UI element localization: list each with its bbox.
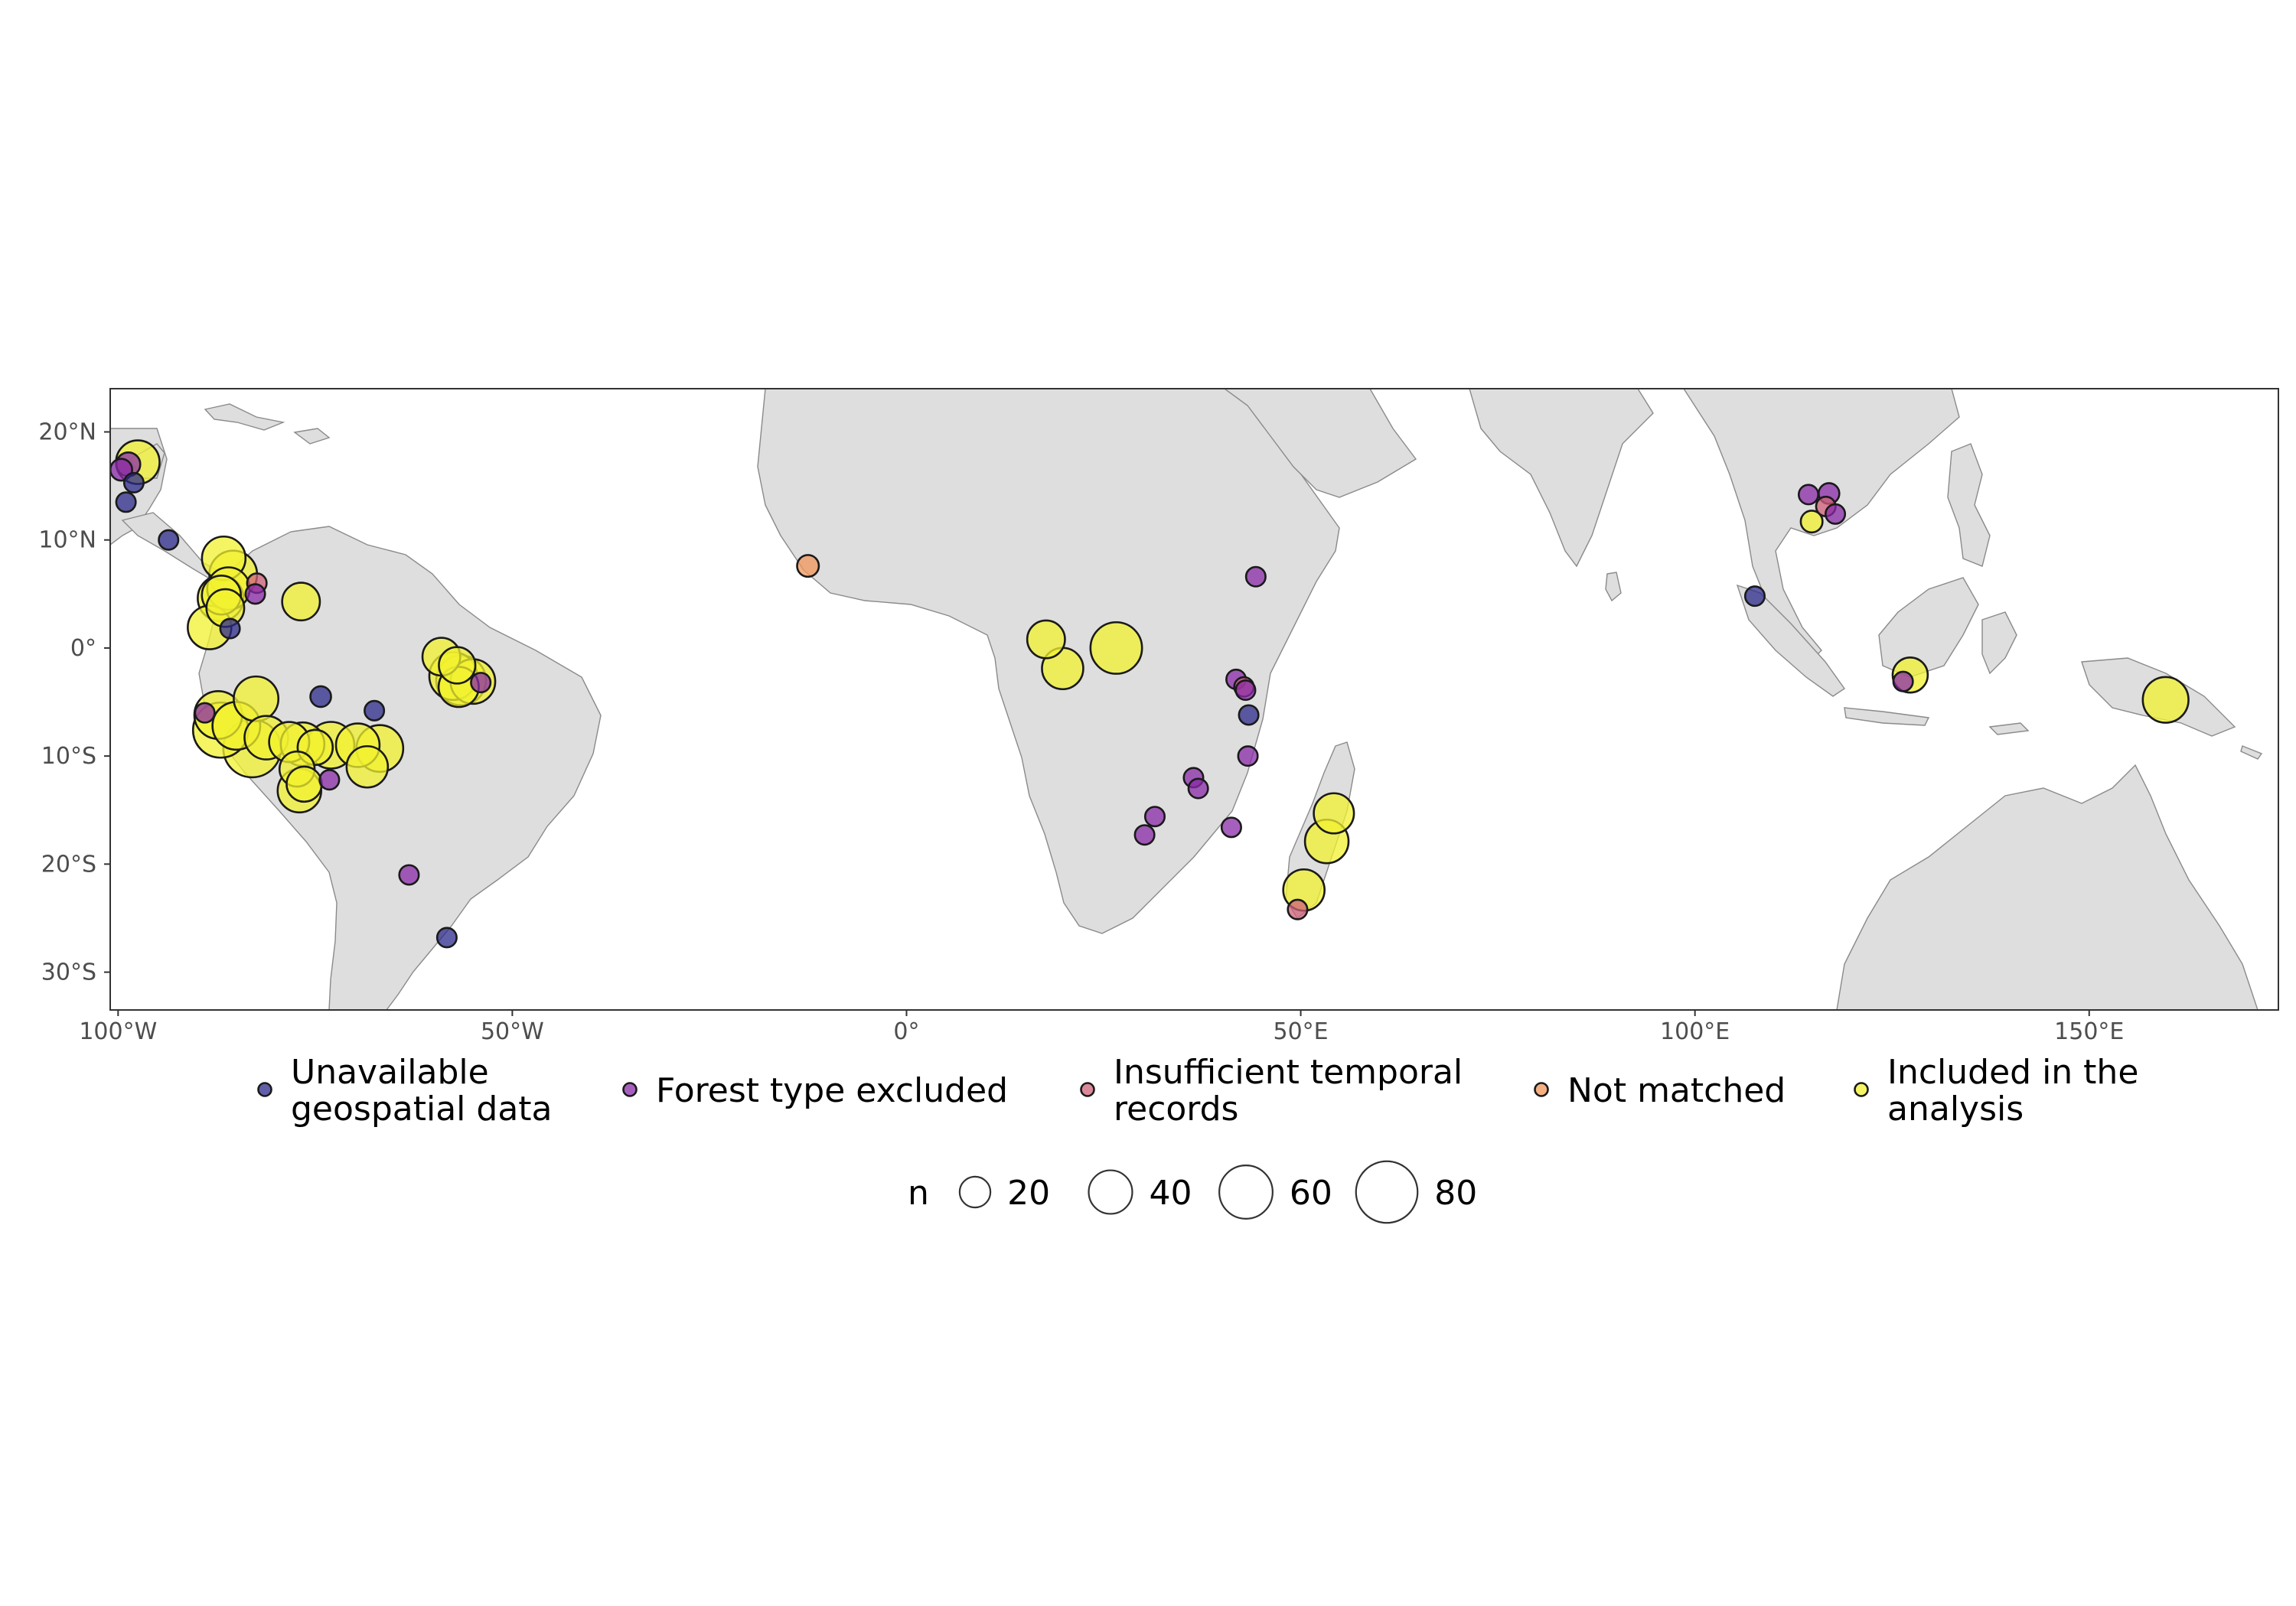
site-point-unavailable — [122, 471, 145, 494]
site-point-included — [2141, 676, 2190, 724]
legend-label-insufficient: Insufficient temporal — [1114, 1053, 1463, 1092]
landmass-australia — [1836, 764, 2258, 1010]
site-point-unavailable — [219, 617, 241, 640]
x-axis: 100°W 50°W 0° 50°E 100°E 150°E — [79, 1010, 2124, 1045]
site-point-unavailable — [364, 699, 386, 722]
landmass-sulawesi — [1981, 611, 2017, 675]
landmass-java — [1844, 707, 1930, 726]
legend-key-forest — [622, 1082, 638, 1097]
landmass-cuba — [204, 403, 285, 431]
y-tick-label: 20°N — [38, 419, 96, 445]
site-point-forest — [194, 702, 216, 724]
site-point-unavailable — [115, 491, 137, 513]
site-point-forest — [1234, 679, 1257, 702]
legend-key-notmatched — [1534, 1082, 1549, 1097]
site-point-included — [345, 744, 390, 789]
landmass-sumatra — [1736, 584, 1845, 697]
y-tick-label: 20°S — [41, 851, 96, 878]
map-panel-border — [109, 388, 2279, 1011]
legend-key-insufficient — [1080, 1082, 1095, 1097]
site-point-unavailable — [158, 529, 180, 551]
site-point-included — [1089, 621, 1143, 675]
x-tick-label: 50°E — [1274, 1018, 1329, 1045]
size-legend-value: 20 — [1007, 1174, 1050, 1213]
site-point-forest — [1244, 565, 1267, 588]
landmass-sri-lanka — [1605, 572, 1622, 602]
site-point-included — [1313, 792, 1355, 835]
site-point-unavailable — [309, 685, 332, 709]
site-point-forest — [470, 672, 492, 694]
size-legend-title: n — [908, 1174, 929, 1213]
site-point-included — [281, 581, 321, 622]
x-tick-label: 50°W — [481, 1018, 544, 1045]
size-legend-value: 80 — [1434, 1174, 1477, 1213]
site-point-forest — [1133, 824, 1156, 846]
y-tick-label: 10°N — [38, 527, 96, 554]
landmass-hispaniola — [293, 428, 331, 445]
size-legend-circle — [1218, 1165, 1274, 1220]
x-tick-label: 100°E — [1660, 1018, 1730, 1045]
landmass-india — [1469, 389, 1654, 568]
size-legend: n 20 40 60 80 — [908, 1160, 1477, 1224]
site-point-forest — [1143, 806, 1166, 828]
x-tick-label: 150°E — [2054, 1018, 2124, 1045]
landmass-timor — [1988, 722, 2030, 735]
legend-key-included — [1854, 1082, 1869, 1097]
legend-label-insufficient: records — [1114, 1090, 1238, 1129]
site-point-included — [285, 765, 323, 803]
size-legend-circle — [1355, 1160, 1419, 1224]
site-point-forest — [1825, 503, 1847, 525]
sites-layer — [110, 439, 2190, 949]
site-point-forest — [244, 583, 266, 605]
legend-label-unavailable: geospatial data — [291, 1090, 553, 1129]
landmass-solomon-islands — [2240, 745, 2263, 760]
x-tick-label: 0° — [893, 1018, 919, 1045]
y-tick-label: 10°S — [41, 743, 96, 770]
site-point-forest — [1237, 745, 1259, 767]
legend-label-included: Included in the — [1887, 1053, 2138, 1092]
landmass-arabia — [1223, 389, 1417, 498]
site-point-included — [438, 646, 477, 685]
legend-label-included: analysis — [1887, 1090, 2024, 1129]
x-tick-label: 100°W — [79, 1018, 157, 1045]
site-point-unavailable — [1743, 585, 1766, 608]
site-point-forest — [398, 864, 420, 886]
size-legend-value: 40 — [1149, 1174, 1192, 1213]
site-point-unavailable — [435, 927, 458, 949]
legend-label-unavailable: Unavailable — [291, 1053, 489, 1092]
site-point-included — [1026, 619, 1066, 660]
site-point-notmatched — [796, 554, 820, 578]
site-point-included — [233, 675, 280, 722]
site-point-forest — [318, 769, 341, 791]
legend-label-forest: Forest type excluded — [656, 1071, 1008, 1110]
landmass-philippines — [1947, 443, 1991, 567]
site-point-insufficient — [1287, 898, 1309, 920]
y-tick-label: 30°S — [41, 959, 96, 986]
site-point-forest — [1220, 816, 1242, 839]
y-axis: 20°N 10°N 0° 10°S 20°S 30°S — [38, 419, 110, 986]
site-point-forest — [1187, 777, 1209, 800]
site-point-forest — [1797, 484, 1820, 506]
legend-label-notmatched: Not matched — [1567, 1071, 1786, 1110]
site-point-unavailable — [1238, 704, 1260, 726]
site-point-forest — [1892, 670, 1914, 692]
size-legend-circle — [1088, 1169, 1133, 1215]
y-tick-label: 0° — [70, 635, 96, 662]
site-point-included — [1799, 510, 1824, 534]
size-legend-value: 60 — [1290, 1174, 1332, 1213]
size-legend-circle — [958, 1175, 992, 1209]
legend-key-unavailable — [257, 1082, 272, 1097]
